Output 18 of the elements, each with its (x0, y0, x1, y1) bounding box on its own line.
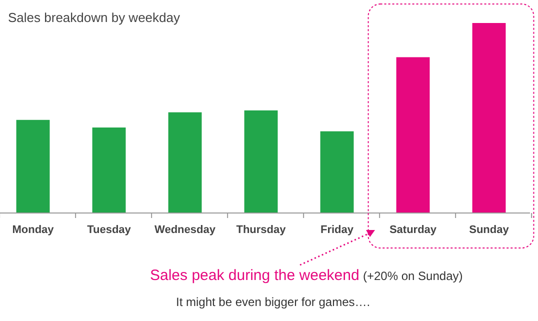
x-tick-label: Saturday (389, 224, 438, 236)
bar (472, 23, 506, 213)
x-tick-label: Sunday (469, 224, 510, 236)
x-tick-label: Thursday (236, 224, 287, 236)
x-tick-label: Monday (12, 224, 55, 236)
bar (244, 110, 278, 213)
x-tick-label: Friday (320, 224, 354, 236)
text: (+20% on Sunday) (363, 269, 463, 283)
bar (16, 120, 50, 213)
text: Sales peak during the weekend (150, 267, 360, 284)
bar (92, 128, 126, 213)
bar (168, 112, 202, 213)
chart-title: Sales breakdown by weekday (8, 10, 180, 25)
text: It might be even bigger for games…. (176, 295, 370, 309)
x-tick-label: Wednesday (154, 224, 216, 236)
bar (320, 131, 354, 213)
x-tick-label: Tuesday (87, 224, 132, 236)
bar (396, 57, 430, 213)
